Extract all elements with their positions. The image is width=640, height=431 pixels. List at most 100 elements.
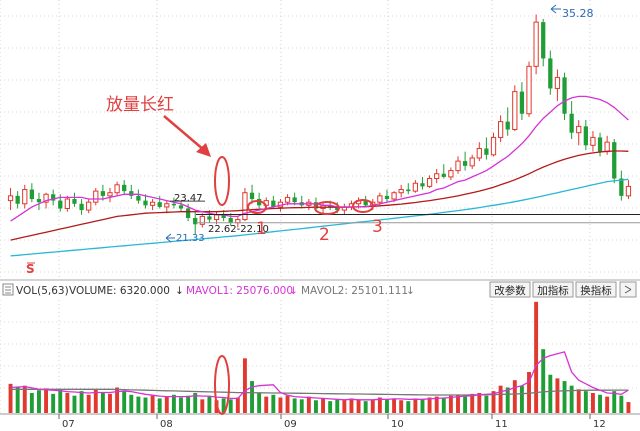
volume-bar bbox=[434, 396, 439, 413]
candle-body bbox=[51, 194, 56, 201]
candle bbox=[569, 101, 574, 139]
candle bbox=[228, 213, 233, 226]
volume-bars bbox=[8, 301, 631, 413]
highlight-ellipse-price bbox=[214, 156, 230, 206]
candle-body bbox=[512, 91, 518, 131]
highlight-ellipse-volume bbox=[214, 355, 230, 415]
candle-body bbox=[178, 205, 184, 209]
annotation-arrow bbox=[163, 115, 211, 157]
candle bbox=[79, 199, 84, 215]
candle bbox=[249, 184, 255, 204]
more-icon[interactable] bbox=[619, 281, 637, 298]
candle bbox=[462, 151, 468, 171]
candle bbox=[406, 183, 411, 195]
switch-indicator-button[interactable]: 换指标 bbox=[575, 281, 617, 298]
candle-body bbox=[604, 141, 610, 153]
candle bbox=[426, 175, 433, 188]
candle bbox=[583, 120, 588, 151]
volume-bar bbox=[534, 301, 539, 413]
candle bbox=[448, 167, 454, 181]
volume-bar bbox=[257, 392, 262, 413]
down-arrow-icon: ↓ bbox=[175, 285, 184, 297]
volume-bar bbox=[619, 395, 624, 413]
menu-icon[interactable] bbox=[2, 283, 14, 296]
volume-bar bbox=[171, 394, 176, 413]
signal-mark: S bbox=[26, 262, 35, 276]
volume-bar bbox=[221, 398, 226, 413]
marker-ellipse-3 bbox=[352, 199, 374, 213]
volume-bar bbox=[420, 399, 425, 413]
candle-body bbox=[86, 201, 92, 211]
candle bbox=[590, 131, 596, 152]
volume-bar bbox=[86, 394, 91, 413]
peak-value: 35.28 bbox=[562, 7, 594, 20]
candle-body bbox=[548, 58, 553, 89]
candle bbox=[533, 14, 539, 75]
down-arrow-icon: ↓ bbox=[289, 285, 298, 297]
candle-body bbox=[271, 200, 276, 207]
x-tick-label: 09 bbox=[284, 419, 297, 430]
x-tick-label: 07 bbox=[62, 419, 75, 430]
volume-bar bbox=[342, 400, 347, 413]
candle bbox=[441, 164, 446, 179]
candle bbox=[136, 189, 141, 204]
volume-bar bbox=[164, 396, 169, 413]
candle bbox=[625, 180, 632, 200]
volume-bar bbox=[143, 397, 148, 413]
svg-text:加指标: 加指标 bbox=[537, 284, 569, 297]
volume-bar bbox=[505, 387, 510, 413]
ma-lines bbox=[10, 95, 629, 257]
marker-label-3: 3 bbox=[372, 217, 383, 237]
candle-body bbox=[625, 185, 632, 197]
candle-body bbox=[363, 200, 368, 206]
modify-params-button[interactable]: 改参数 bbox=[489, 281, 531, 298]
volume-bar bbox=[392, 398, 397, 413]
volume-bar bbox=[278, 397, 283, 413]
grid bbox=[0, 0, 640, 278]
candle bbox=[7, 187, 14, 211]
candle-body bbox=[497, 121, 504, 138]
candle bbox=[434, 169, 440, 184]
candle-body bbox=[93, 190, 99, 203]
volume-bar bbox=[15, 387, 20, 413]
candle-body bbox=[242, 192, 248, 221]
candle-body bbox=[612, 142, 617, 179]
volume-bar bbox=[470, 393, 475, 413]
add-indicator-button[interactable]: 加指标 bbox=[532, 281, 574, 298]
candle bbox=[497, 115, 504, 143]
volume-bar bbox=[285, 395, 290, 413]
candle-body bbox=[22, 189, 28, 205]
volume-bar bbox=[292, 398, 297, 413]
volume-bar bbox=[612, 391, 617, 413]
candle-body bbox=[213, 214, 220, 221]
candle-body bbox=[533, 21, 539, 67]
level-label: 23.47 bbox=[174, 193, 203, 204]
volume-bar bbox=[590, 392, 595, 413]
candle-body bbox=[58, 200, 63, 209]
low-label: 21.33 bbox=[165, 233, 205, 244]
volume-bar bbox=[456, 394, 460, 413]
candle-body bbox=[554, 76, 561, 89]
candle-body bbox=[249, 192, 255, 200]
candle bbox=[114, 181, 120, 196]
low-value: 21.33 bbox=[176, 233, 205, 244]
candle-body bbox=[590, 136, 596, 146]
candle-body bbox=[136, 195, 141, 201]
peak-label: 35.28 bbox=[550, 4, 594, 20]
volume-bar bbox=[129, 394, 134, 413]
candle-body bbox=[164, 203, 170, 208]
candle-body bbox=[328, 205, 333, 207]
volume-bar bbox=[100, 392, 105, 413]
candle bbox=[149, 199, 156, 211]
x-axis: 07 08 09 10 11 12 bbox=[0, 413, 640, 431]
volume-bar bbox=[491, 391, 496, 413]
candle bbox=[72, 192, 77, 207]
volume-bar bbox=[136, 396, 141, 413]
candle-body bbox=[420, 183, 425, 187]
candle-body bbox=[7, 195, 14, 202]
candle bbox=[420, 176, 425, 190]
volume-bar bbox=[328, 401, 333, 413]
volume-bar bbox=[484, 395, 489, 413]
volume-info-bar bbox=[0, 280, 640, 299]
